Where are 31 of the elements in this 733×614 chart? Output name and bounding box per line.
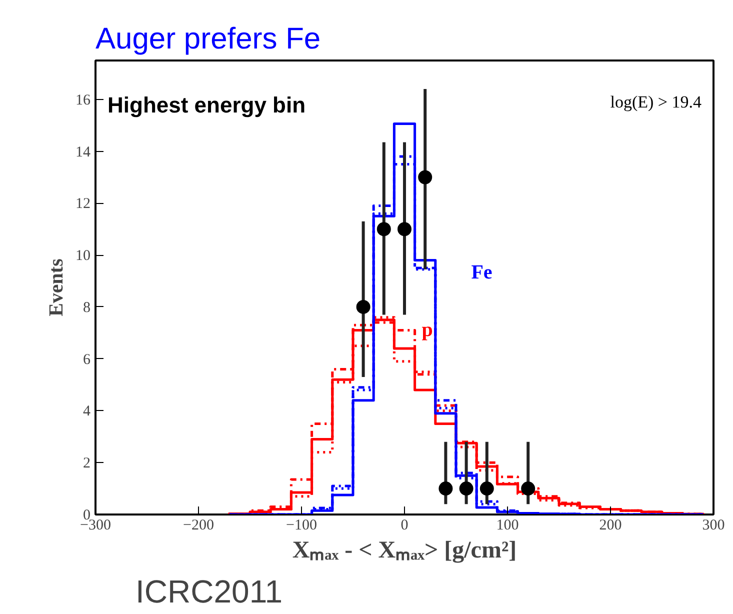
point — [398, 222, 412, 236]
annotation: Highest energy bin — [108, 92, 306, 118]
point — [418, 170, 432, 184]
point — [438, 482, 453, 496]
point — [521, 482, 536, 496]
y-tick-label: 0 — [83, 508, 90, 524]
annotation: Fe — [471, 261, 492, 284]
annotation: log(E) > 19.4 — [610, 92, 702, 112]
y-tick-label: 2 — [83, 456, 90, 472]
x-tick-label: 0 — [400, 518, 408, 534]
point — [356, 300, 370, 314]
x-tick-label: −100 — [286, 518, 317, 534]
point — [480, 482, 494, 496]
y-tick-label: 12 — [76, 196, 90, 212]
x-axis-title: Xₘₐₓ - < Xₘₐₓ> [g/cm²] — [292, 538, 517, 564]
x-tick-label: 100 — [496, 518, 519, 534]
y-tick-label: 14 — [76, 144, 91, 160]
text: ICRC2011 — [136, 574, 283, 610]
y-tick-label: 8 — [83, 300, 90, 316]
x-tick-label: 200 — [599, 518, 622, 534]
point — [376, 222, 391, 236]
y-tick-label: 6 — [83, 352, 91, 368]
y-tick-label: 10 — [76, 248, 90, 264]
y-tick-label: 4 — [83, 404, 91, 420]
x-tick-label: −200 — [183, 518, 214, 534]
y-axis-title: Events — [46, 258, 68, 316]
y-tick-label: 16 — [76, 92, 91, 108]
chart-title: Auger prefers Fe — [96, 22, 321, 56]
annotation: p — [422, 319, 433, 342]
point — [459, 482, 474, 496]
x-tick-label: 300 — [702, 518, 725, 534]
